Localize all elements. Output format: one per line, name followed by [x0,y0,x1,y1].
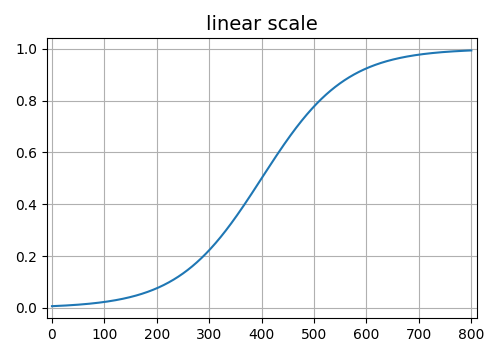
Title: linear scale: linear scale [206,15,318,34]
